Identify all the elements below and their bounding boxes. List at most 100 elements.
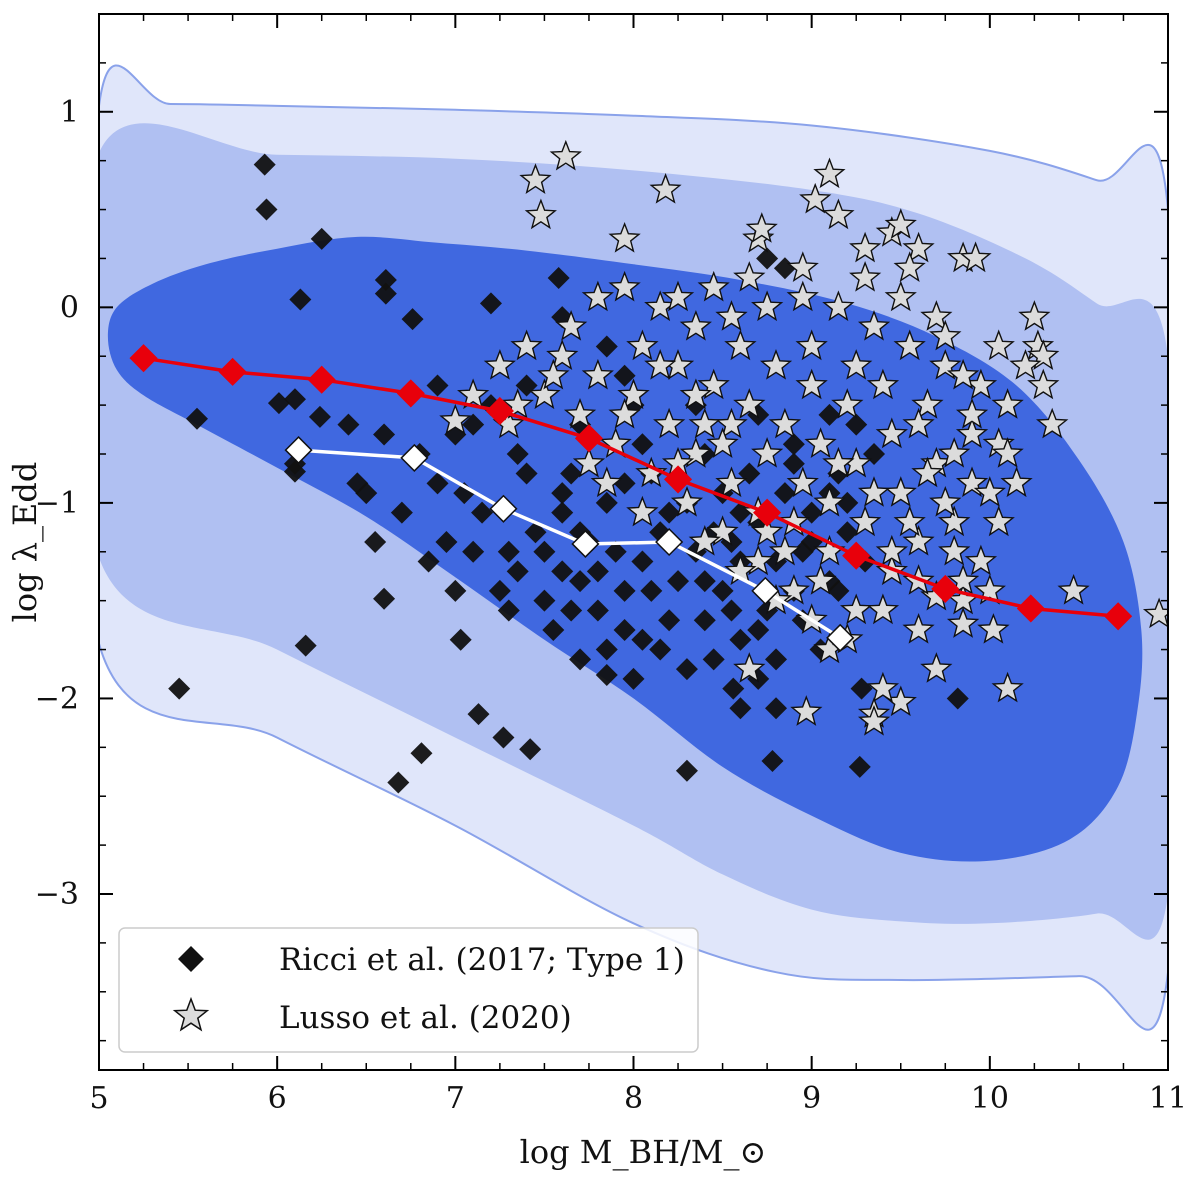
ricci-point	[622, 667, 645, 690]
lusso-point	[911, 388, 944, 419]
lusso-point	[1027, 368, 1060, 400]
lusso-point	[799, 182, 832, 214]
lusso-point	[581, 280, 614, 312]
lusso-point	[795, 368, 828, 400]
lusso-point	[822, 198, 855, 230]
lusso-point	[866, 671, 900, 703]
ricci-point	[185, 407, 208, 430]
lusso-point	[991, 388, 1024, 419]
lusso-point	[706, 515, 739, 546]
lusso-point	[439, 403, 472, 435]
y-axis-label: log λ_Edd	[6, 462, 44, 623]
ricci-point	[773, 257, 796, 280]
lusso-point	[733, 652, 766, 683]
ricci-point	[551, 560, 574, 583]
lusso-point	[959, 241, 992, 273]
white-median-point	[400, 443, 429, 472]
ricci-point	[631, 433, 654, 456]
ricci-point	[946, 687, 969, 710]
ricci-point	[346, 472, 369, 495]
lusso-point	[679, 378, 712, 410]
red-median-point	[931, 574, 960, 603]
lusso-point	[581, 358, 614, 390]
ricci-point	[401, 308, 424, 331]
ricci-point	[613, 364, 636, 387]
x-tick-label: 9	[802, 1081, 821, 1116]
lusso-point	[697, 368, 730, 400]
ricci-point	[479, 292, 502, 315]
lusso-point	[1057, 573, 1090, 605]
lusso-point	[688, 525, 721, 556]
lusso-point	[790, 695, 823, 726]
lusso-point	[866, 593, 900, 625]
ricci-point	[373, 587, 396, 610]
red-median-point	[218, 357, 247, 386]
lusso-point	[946, 358, 980, 390]
lusso-point	[964, 544, 998, 576]
ricci-point	[426, 374, 449, 397]
lusso-point	[483, 349, 516, 380]
lusso-point	[653, 407, 686, 439]
ricci-point	[497, 540, 520, 563]
lusso-point	[875, 417, 908, 449]
ricci-point	[283, 388, 306, 411]
lusso-point	[813, 157, 846, 189]
lusso-point	[955, 397, 989, 429]
lusso-point	[866, 368, 900, 400]
red-median-point	[307, 365, 336, 394]
ricci-point	[658, 501, 681, 524]
lusso-point	[670, 485, 704, 517]
ricci-point	[506, 443, 529, 465]
red-median-point	[1016, 594, 1045, 623]
white-median-point	[655, 527, 684, 557]
ricci-point	[586, 560, 609, 583]
ricci-point	[435, 531, 458, 553]
lusso-point	[902, 407, 935, 439]
ricci-point	[364, 531, 387, 553]
white-median-point	[571, 529, 600, 559]
ricci-point	[836, 491, 859, 514]
ricci-point	[595, 638, 618, 661]
ricci-point	[426, 472, 449, 495]
lusso-point	[510, 329, 543, 361]
red-median-line	[143, 356, 1119, 619]
lusso-point	[572, 446, 606, 478]
lusso-point	[902, 525, 935, 556]
lusso-point	[938, 437, 971, 468]
lusso-point	[884, 280, 917, 312]
lusso-point	[759, 349, 793, 380]
ricci-point	[417, 550, 440, 573]
ricci-point	[640, 579, 663, 602]
lusso-point	[902, 231, 935, 263]
legend: Ricci et al. (2017; Type 1) Lusso et al.…	[118, 927, 699, 1053]
ricci-point	[551, 482, 574, 505]
lusso-point	[982, 505, 1015, 537]
ricci-point	[519, 738, 542, 761]
ricci-point	[845, 413, 868, 436]
ricci-point	[675, 759, 698, 782]
lusso-point	[849, 505, 882, 537]
y-tick-label: −3	[35, 877, 79, 912]
lusso-point	[751, 290, 784, 322]
lusso-point	[991, 437, 1024, 468]
lusso-point	[537, 358, 570, 390]
lusso-point	[831, 388, 864, 419]
ricci-point	[722, 677, 745, 700]
lusso-point	[617, 378, 650, 410]
lusso-point	[1009, 349, 1042, 380]
red-median-point	[842, 541, 871, 570]
x-tick-label: 6	[268, 1081, 287, 1116]
ricci-point	[649, 638, 672, 661]
ricci-point	[560, 462, 583, 485]
lusso-point	[786, 251, 819, 283]
lusso-point	[679, 309, 712, 341]
ricci-point	[782, 452, 805, 475]
lusso-point	[938, 534, 971, 566]
ricci-point	[255, 198, 278, 221]
lusso-point	[955, 417, 989, 449]
red-median-point	[663, 465, 693, 494]
lusso-point	[1027, 339, 1060, 370]
ricci-point	[756, 247, 779, 270]
lusso-point	[715, 466, 748, 498]
red-median-point	[485, 396, 514, 426]
